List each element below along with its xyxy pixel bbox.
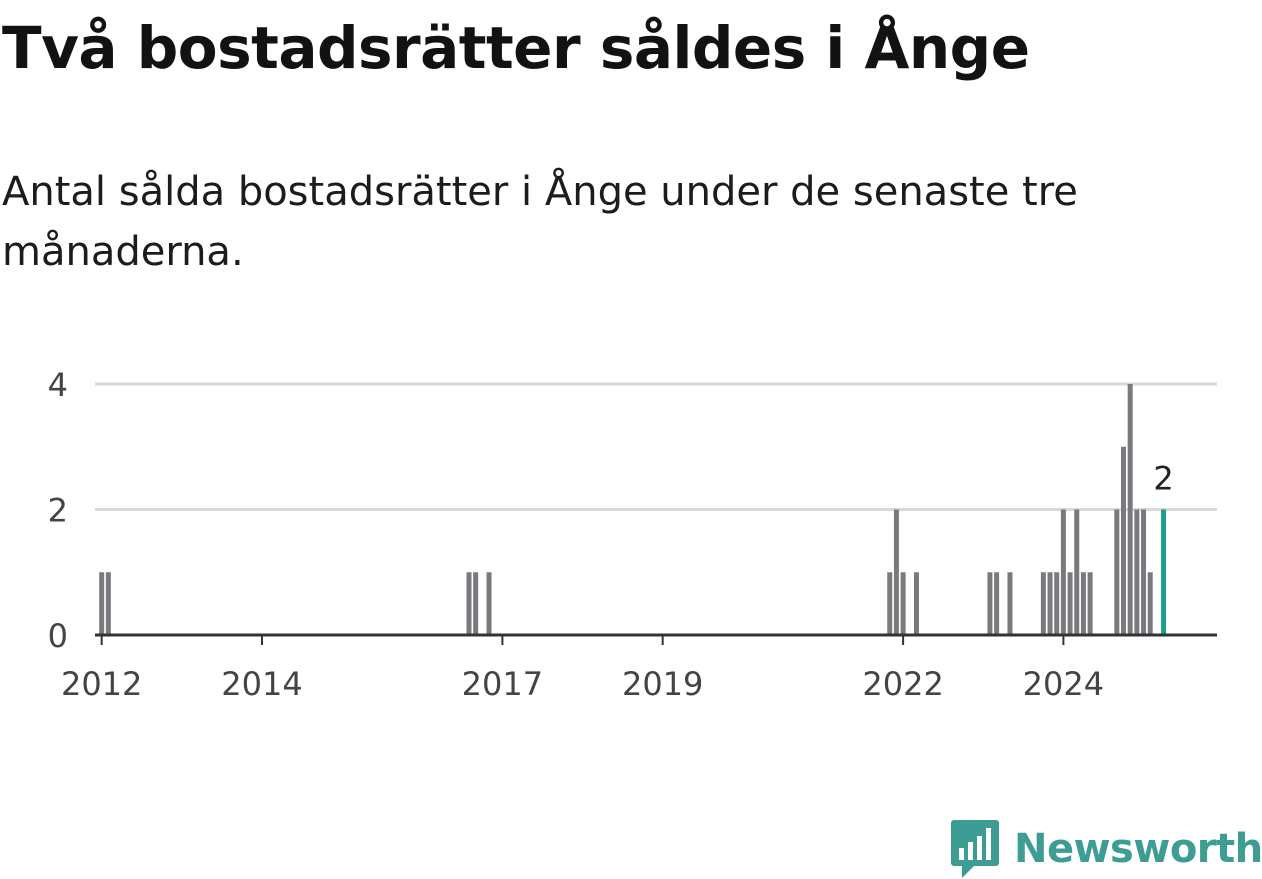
bar [473,572,479,635]
bar [1147,572,1153,635]
x-tick-label: 2019 [622,665,703,703]
bar [486,572,492,635]
brand-logo: Newsworthy [950,818,1262,879]
bar [1067,572,1073,635]
x-tick-label: 2012 [61,665,142,703]
y-tick-label: 4 [48,366,68,404]
bar [99,572,105,635]
data-label-highlight: 2 [1153,460,1173,498]
page-title: Två bostadsrätter såldes i Ånge [2,14,1030,82]
bar [1040,572,1046,635]
bar [1114,509,1120,635]
bar [1121,446,1126,635]
x-tick-label: 2014 [221,665,302,703]
bar [900,572,906,635]
y-tick-label: 2 [48,492,68,530]
bar [466,572,472,635]
data-labels: 2 [1153,460,1173,498]
gridlines [95,382,1217,511]
bar [1080,572,1086,635]
bar [994,572,1000,635]
bar [1060,509,1066,635]
bar [1087,572,1093,635]
brand-name: Newsworthy [1014,826,1262,872]
newsworthy-chart-bubble-icon [951,820,999,878]
bar [1134,509,1140,635]
bar [1007,572,1013,635]
bar [1141,509,1147,635]
bar [913,572,919,635]
y-axis-ticks: 0 2 4 [48,366,68,655]
bars [99,384,1167,635]
x-tick-label: 2022 [862,665,943,703]
y-tick-label: 0 [48,617,68,655]
bar [987,572,993,635]
chart-subtitle: Antal sålda bostadsrätter i Ånge under d… [2,169,1078,275]
x-tick-label: 2024 [1023,665,1104,703]
bar [1047,572,1053,635]
bar [887,572,893,635]
x-tick-label: 2017 [462,665,543,703]
bar [893,509,899,635]
x-axis-ticks: 2012 2014 2017 2019 2022 2024 [61,635,1104,703]
bar [1054,572,1060,635]
bar [1127,384,1133,635]
bar [1074,509,1080,635]
bar-highlight [1161,509,1167,635]
bar [105,572,111,635]
